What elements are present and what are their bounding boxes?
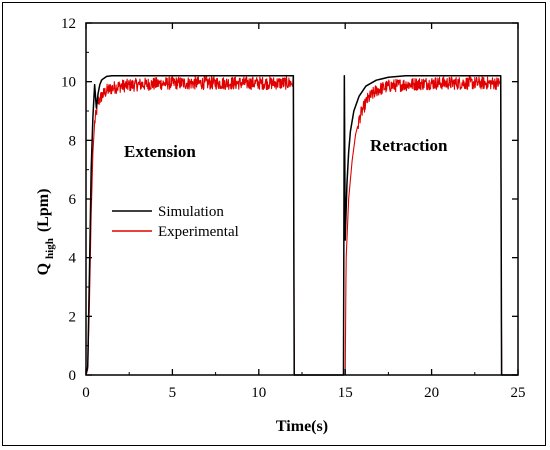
- y-tick-label: 8: [69, 133, 77, 149]
- x-axis-title: Time(s): [276, 418, 328, 435]
- x-tick-label: 20: [424, 385, 439, 401]
- y-tick-label: 0: [69, 368, 77, 384]
- x-tick-label: 15: [338, 385, 353, 401]
- y-axis-title: Q high (Lpm): [35, 189, 57, 276]
- y-tick-label: 6: [69, 192, 77, 208]
- y-axis-title-subscript: high: [44, 238, 56, 259]
- y-axis-title-unit: (Lpm): [35, 189, 52, 233]
- y-tick-label: 10: [61, 75, 76, 91]
- legend-label-simulation: Simulation: [158, 204, 224, 220]
- x-tick-label: 10: [251, 385, 266, 401]
- y-axis-title-main: Q: [35, 263, 52, 275]
- legend: Simulation Experimental: [112, 204, 239, 240]
- y-tick-label: 4: [69, 251, 77, 267]
- svg-text:Q high (Lpm): Q high (Lpm): [35, 189, 57, 276]
- annotation-extension: Extension: [124, 142, 196, 161]
- y-tick-label: 12: [61, 16, 76, 32]
- y-tick-label: 2: [69, 309, 77, 325]
- legend-label-experimental: Experimental: [158, 224, 239, 240]
- series-line-experimental: [85, 76, 519, 376]
- x-tick-label: 25: [511, 385, 526, 401]
- x-tick-label: 0: [82, 385, 90, 401]
- annotation-retraction: Retraction: [370, 136, 448, 155]
- series-line-simulation: [85, 75, 518, 376]
- x-tick-label: 5: [169, 385, 177, 401]
